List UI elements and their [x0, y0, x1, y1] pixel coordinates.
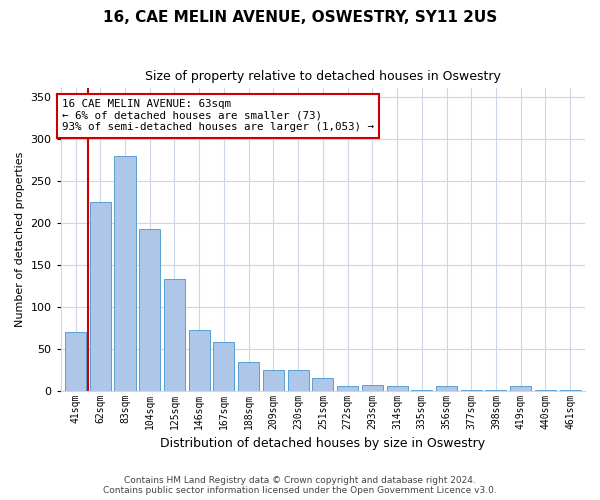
Bar	[188, 330, 210, 390]
Bar	[337, 386, 358, 390]
Bar	[362, 385, 383, 390]
Bar	[65, 332, 86, 390]
Bar	[263, 370, 284, 390]
Title: Size of property relative to detached houses in Oswestry: Size of property relative to detached ho…	[145, 70, 501, 83]
Bar	[139, 228, 160, 390]
X-axis label: Distribution of detached houses by size in Oswestry: Distribution of detached houses by size …	[160, 437, 485, 450]
Bar	[510, 386, 531, 390]
Bar	[436, 386, 457, 390]
Text: 16 CAE MELIN AVENUE: 63sqm
← 6% of detached houses are smaller (73)
93% of semi-: 16 CAE MELIN AVENUE: 63sqm ← 6% of detac…	[62, 99, 374, 132]
Bar	[115, 156, 136, 390]
Text: Contains HM Land Registry data © Crown copyright and database right 2024.
Contai: Contains HM Land Registry data © Crown c…	[103, 476, 497, 495]
Bar	[386, 386, 407, 390]
Bar	[214, 342, 235, 390]
Text: 16, CAE MELIN AVENUE, OSWESTRY, SY11 2US: 16, CAE MELIN AVENUE, OSWESTRY, SY11 2US	[103, 10, 497, 25]
Bar	[90, 202, 111, 390]
Bar	[164, 279, 185, 390]
Bar	[238, 362, 259, 390]
Y-axis label: Number of detached properties: Number of detached properties	[15, 152, 25, 327]
Bar	[313, 378, 334, 390]
Bar	[287, 370, 308, 390]
